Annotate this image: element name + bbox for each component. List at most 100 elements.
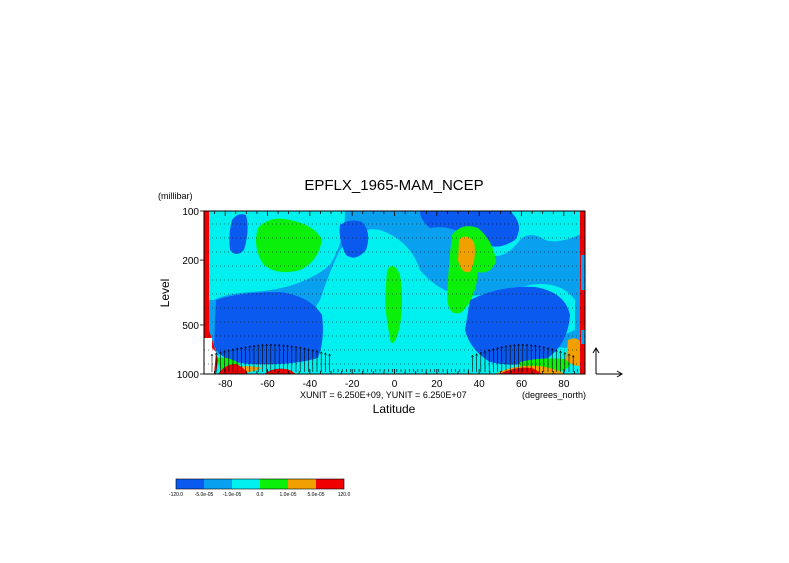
flux-vector-head xyxy=(298,346,302,350)
colorbar-label: -1.0e-05 xyxy=(223,492,242,498)
flux-vector-head xyxy=(512,343,516,347)
flux-vector-head xyxy=(559,350,563,354)
flux-vectors xyxy=(210,343,582,372)
flux-vector-head xyxy=(260,343,264,347)
flux-vector-head xyxy=(483,350,487,353)
flux-vector-head xyxy=(294,345,298,349)
flux-vector-head xyxy=(302,347,306,350)
field-orange-center xyxy=(458,236,475,273)
flux-vector-head xyxy=(277,343,281,347)
colorbar-label: 1.0e-05 xyxy=(280,492,297,498)
flux-vector-head xyxy=(311,349,315,352)
flux-vector-head xyxy=(563,351,567,355)
colorbar: -120.0 -5.0e-05 -1.0e-05 0.0 1.0e-05 5.0e-05 1… xyxy=(169,478,351,498)
plot-area: -80 -60 -40 -20 0 20 40 60 80 100 200 500 1000 xyxy=(177,207,586,390)
flux-vector-head xyxy=(504,344,508,348)
flux-vector-head xyxy=(286,344,290,348)
flux-vector-head xyxy=(550,347,554,351)
y-units-label: (millibar) xyxy=(158,191,193,201)
flux-vector-head xyxy=(307,348,311,351)
x-tick-label: 20 xyxy=(431,379,443,390)
missing-data xyxy=(204,338,216,374)
flux-vector-head xyxy=(218,351,222,354)
field-red-left-edge xyxy=(204,211,218,374)
x-tick-label: -80 xyxy=(218,379,233,390)
field-red-bottom-left2 xyxy=(264,368,296,374)
reference-vector xyxy=(592,347,623,378)
flux-vector-head xyxy=(290,345,294,348)
field-blue-right-edge-upper xyxy=(581,255,585,290)
flux-vector-head xyxy=(487,348,491,352)
field-dark-blue-top xyxy=(229,214,248,254)
chart-title: EPFLX_1965-MAM_NCEP xyxy=(304,177,483,194)
flux-vector-head xyxy=(315,350,319,353)
x-tick-label: -20 xyxy=(345,379,360,390)
flux-vector-head xyxy=(500,345,504,349)
x-tick-label: 80 xyxy=(558,379,570,390)
colorbar-swatch xyxy=(232,479,260,489)
scale-note: XUNIT = 6.250E+09, YUNIT = 6.250E+07 xyxy=(300,390,467,400)
flux-vector-head xyxy=(227,349,231,352)
flux-vector-head xyxy=(273,343,277,347)
flux-vector-head xyxy=(546,346,550,350)
flux-vector-head xyxy=(517,343,521,347)
y-tick-marks: 100 200 500 1000 xyxy=(177,207,204,381)
colorbar-swatch xyxy=(260,479,288,489)
y-tick-label: 200 xyxy=(182,256,199,267)
flux-vector-head xyxy=(323,352,327,355)
flux-vector-head xyxy=(470,354,474,358)
x-axis-label: Latitude xyxy=(373,402,416,416)
field-dark-blue-right xyxy=(465,286,570,365)
flux-vector-head xyxy=(542,345,546,349)
flux-vector-head xyxy=(239,346,243,350)
y-tick-label: 500 xyxy=(182,321,199,332)
flux-vector-head xyxy=(554,349,558,352)
flux-vector-head xyxy=(319,351,323,354)
flux-vector-head xyxy=(281,344,285,347)
flux-vector-head xyxy=(525,343,529,347)
flux-vector-head xyxy=(269,343,273,347)
x-units-label: (degrees_north) xyxy=(522,390,586,400)
x-tick-marks: -80 -60 -40 -20 0 20 40 60 80 xyxy=(203,211,586,390)
colorbar-swatch xyxy=(176,479,204,489)
colorbar-label: 0.0 xyxy=(257,492,264,498)
flux-vector-head xyxy=(538,345,542,348)
flux-vector-head xyxy=(567,353,571,356)
flux-vector-head xyxy=(491,347,495,351)
colorbar-label: 5.0e-05 xyxy=(308,492,325,498)
flux-vector-head xyxy=(508,344,512,347)
colorbar-label: 120.0 xyxy=(338,492,351,498)
field-red-right-edge xyxy=(580,211,585,374)
flux-vector-head xyxy=(210,353,214,357)
y-tick-label: 1000 xyxy=(177,370,200,381)
x-tick-label: -60 xyxy=(260,379,275,390)
colorbar-swatch xyxy=(288,479,316,489)
field-orange-right xyxy=(566,338,582,366)
flux-vector-head xyxy=(521,343,525,347)
flux-vector-head xyxy=(529,343,533,347)
flux-vector-head xyxy=(533,344,537,348)
x-tick-label: 60 xyxy=(516,379,528,390)
colorbar-swatch xyxy=(316,479,344,489)
y-tick-label: 100 xyxy=(182,207,199,218)
field-dark-blue-mid xyxy=(339,220,369,258)
flux-vector-head xyxy=(231,348,235,351)
flux-vector-head xyxy=(214,352,218,356)
flux-vector-head xyxy=(256,344,260,347)
flux-vector-head xyxy=(328,353,332,357)
flux-vector-head xyxy=(496,346,500,350)
field-green-left xyxy=(256,218,322,273)
flux-vector-head xyxy=(252,344,256,348)
flux-vector-head xyxy=(244,345,248,349)
colorbar-swatch xyxy=(204,479,232,489)
field-blue-right-edge-lower xyxy=(581,330,585,344)
x-tick-label: 0 xyxy=(392,379,398,390)
flux-vector-head xyxy=(265,343,269,347)
flux-vector-head xyxy=(223,350,227,353)
flux-vector-head xyxy=(235,347,239,350)
x-tick-label: -40 xyxy=(303,379,318,390)
x-tick-label: 40 xyxy=(474,379,486,390)
flux-vector-head xyxy=(475,353,479,356)
colorbar-label: -120.0 xyxy=(169,492,183,498)
